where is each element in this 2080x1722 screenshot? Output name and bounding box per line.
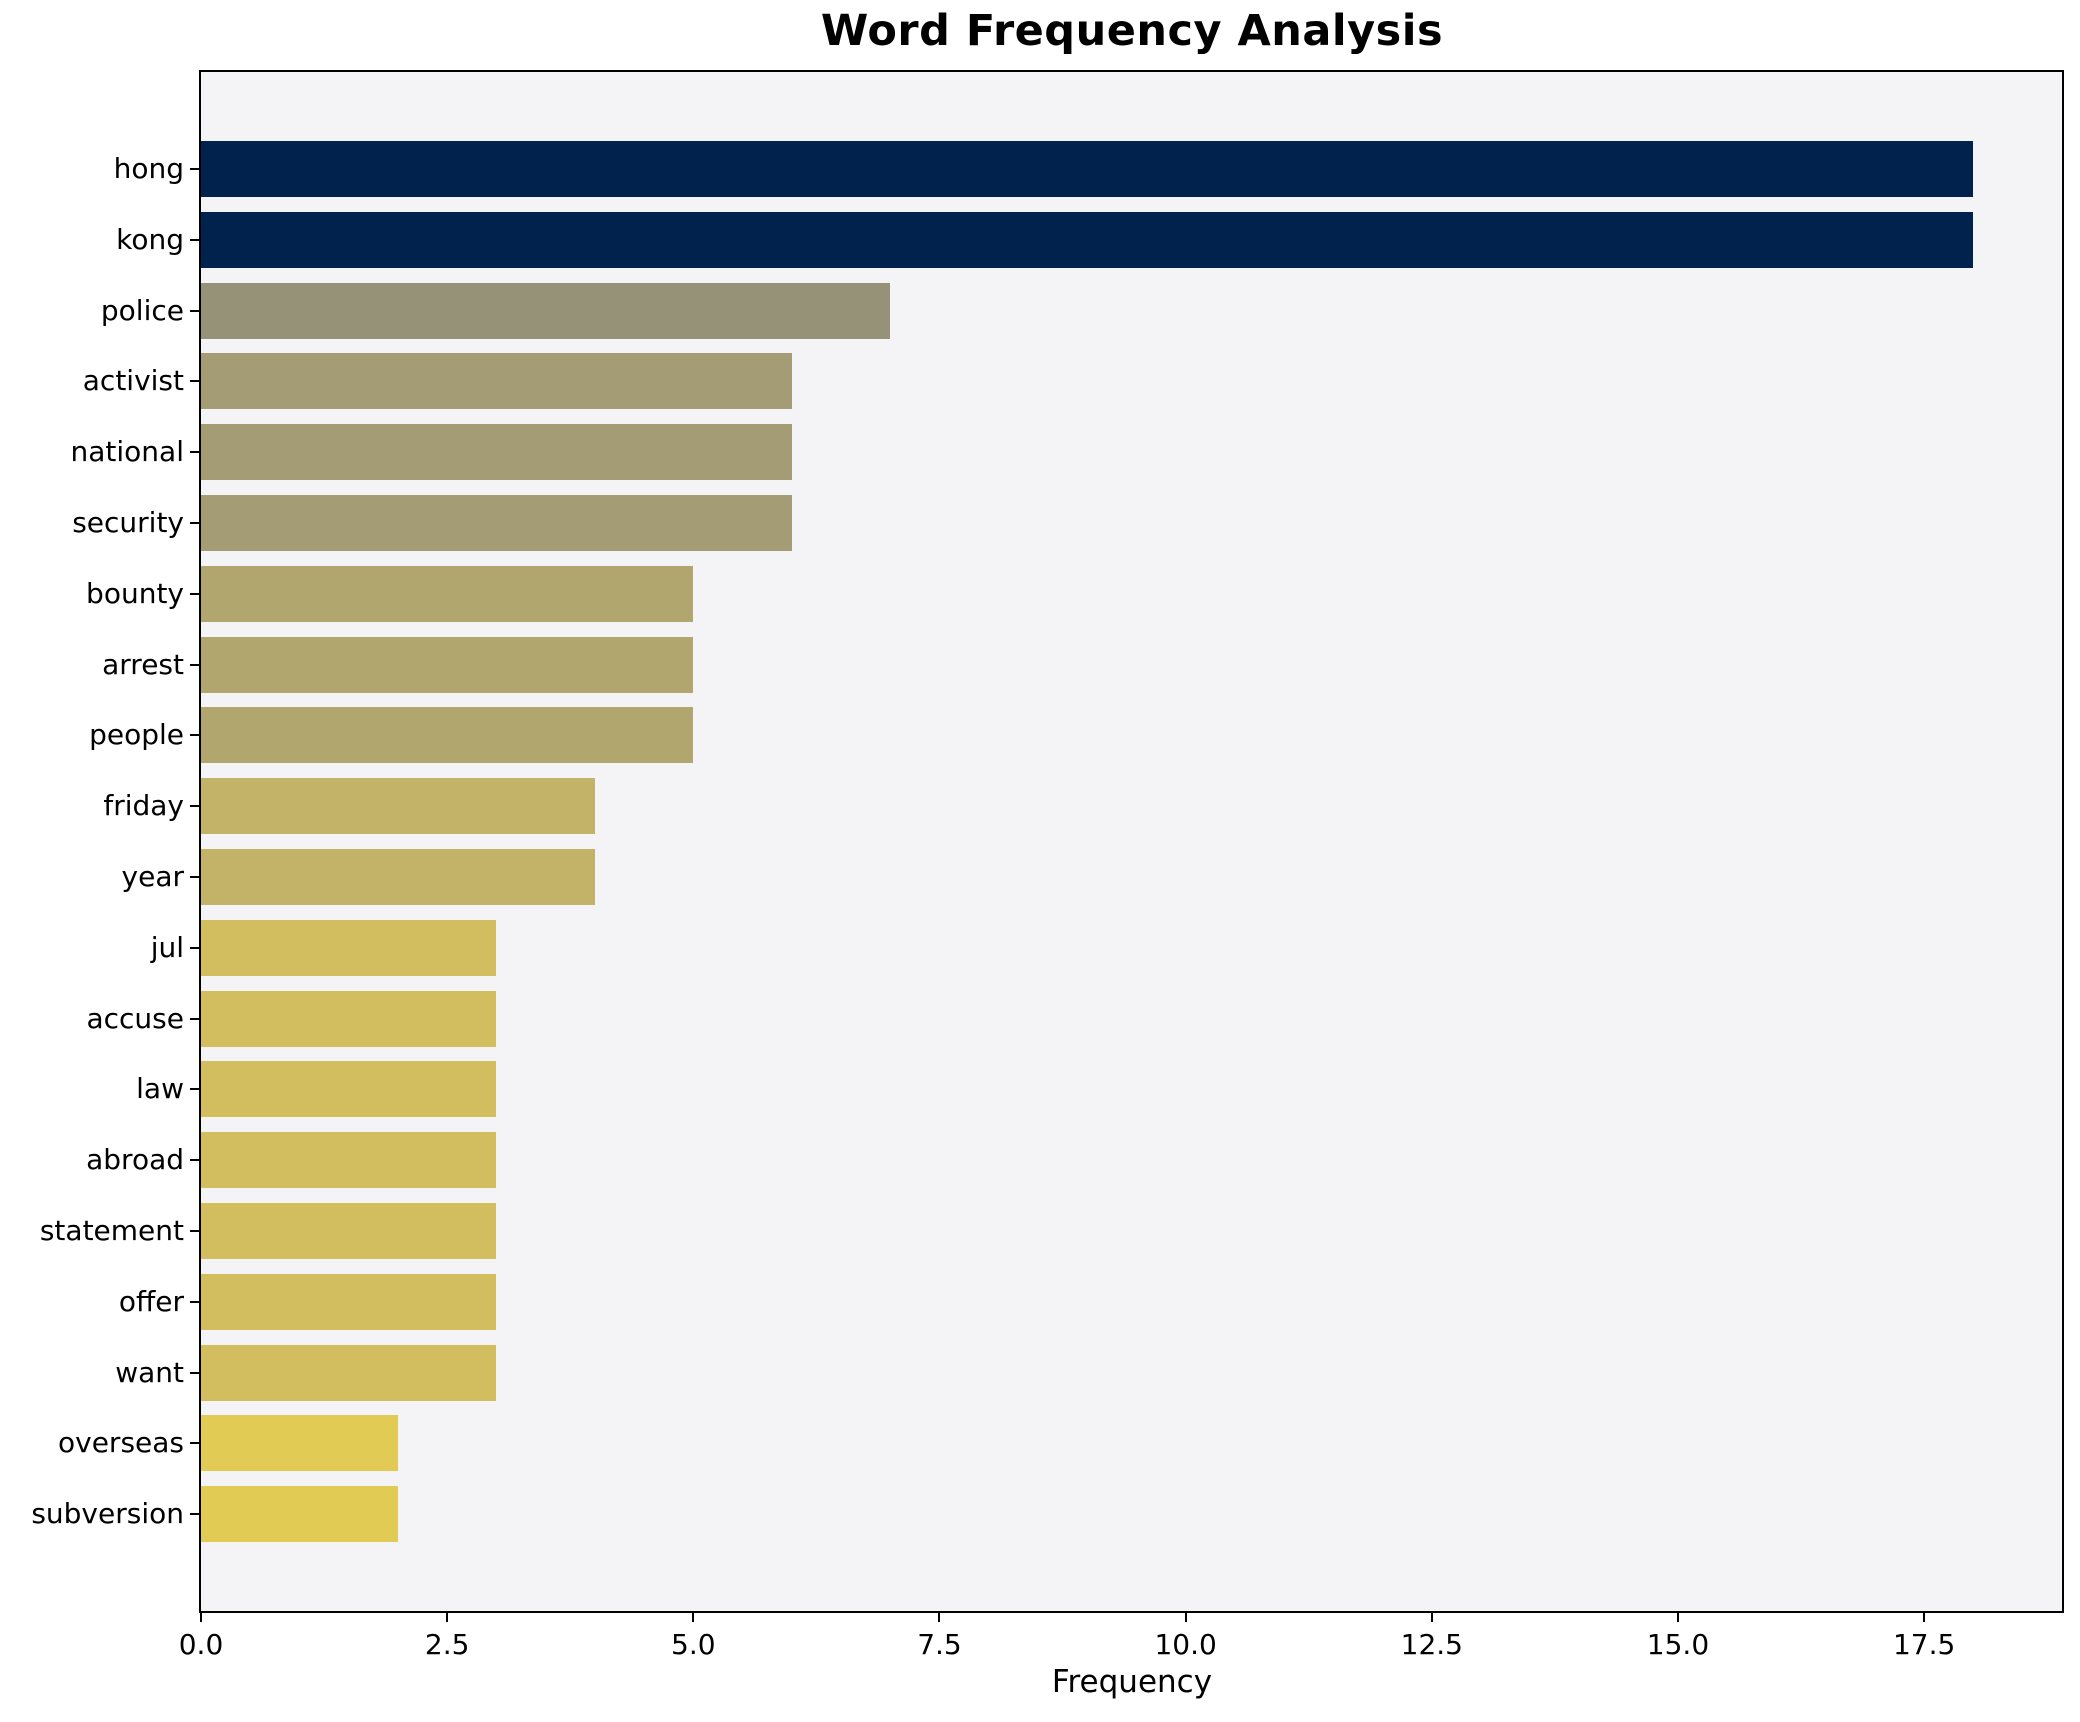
y-tick-mark: [190, 238, 199, 241]
y-tick-mark: [190, 946, 199, 949]
bar-police: [201, 282, 891, 339]
chart-title: Word Frequency Analysis: [820, 6, 1444, 56]
y-tick-mark: [190, 805, 199, 808]
bar-statement: [201, 1203, 497, 1259]
x-tick-label-15.0: 15.0: [1646, 1628, 1710, 1661]
y-tick-label-subversion: subversion: [31, 1497, 184, 1531]
y-tick-label-overseas: overseas: [58, 1426, 184, 1460]
y-tick-mark: [190, 1159, 199, 1162]
bar-friday: [201, 778, 595, 835]
x-tick-mark: [200, 1613, 202, 1622]
y-tick-label-statement: statement: [39, 1214, 184, 1247]
x-tick-label-2.5: 2.5: [424, 1628, 470, 1661]
x-tick-mark: [938, 1613, 941, 1622]
x-tick-label-17.5: 17.5: [1892, 1628, 1956, 1661]
x-tick-mark: [1676, 1613, 1679, 1622]
bar-arrest: [201, 636, 694, 693]
y-tick-label-accuse: accuse: [86, 1001, 184, 1035]
bar-people: [201, 707, 694, 764]
x-tick-mark: [1430, 1613, 1433, 1622]
y-tick-mark: [190, 168, 199, 170]
y-tick-mark: [190, 876, 199, 878]
y-tick-mark: [190, 663, 199, 666]
y-tick-label-jul: jul: [150, 930, 184, 964]
y-tick-mark: [190, 1371, 199, 1374]
y-tick-mark: [190, 1300, 199, 1303]
bar-law: [201, 1061, 497, 1118]
bar-bounty: [201, 565, 694, 622]
y-tick-label-law: law: [136, 1072, 184, 1106]
y-tick-mark: [190, 1230, 199, 1232]
y-tick-label-friday: friday: [103, 789, 184, 823]
bar-year: [201, 849, 595, 905]
bar-accuse: [201, 990, 497, 1047]
y-tick-label-kong: kong: [116, 222, 184, 256]
plot-area: [199, 70, 2064, 1613]
x-tick-mark: [692, 1613, 695, 1622]
bar-abroad: [201, 1132, 497, 1189]
y-tick-mark: [190, 1442, 199, 1445]
bar-jul: [201, 919, 497, 976]
bar-offer: [201, 1273, 497, 1330]
x-tick-mark: [446, 1613, 449, 1622]
y-tick-mark: [190, 1513, 199, 1516]
bar-overseas: [201, 1415, 398, 1472]
y-tick-label-activist: activist: [82, 364, 184, 398]
y-tick-mark: [190, 380, 199, 383]
x-tick-mark: [1923, 1613, 1926, 1622]
y-tick-label-police: police: [100, 293, 184, 327]
y-tick-label-arrest: arrest: [102, 647, 184, 681]
y-tick-label-national: national: [70, 435, 184, 469]
bar-subversion: [201, 1486, 398, 1543]
y-tick-label-year: year: [121, 860, 184, 893]
y-tick-mark: [190, 592, 199, 595]
bar-national: [201, 424, 792, 481]
bar-security: [201, 495, 792, 551]
y-tick-label-hong: hong: [113, 152, 184, 185]
x-tick-label-0.0: 0.0: [178, 1628, 224, 1661]
y-tick-label-people: people: [89, 718, 184, 752]
x-tick-label-5.0: 5.0: [671, 1628, 716, 1661]
y-tick-mark: [190, 309, 199, 312]
bar-hong: [201, 141, 1974, 197]
bar-want: [201, 1344, 497, 1401]
x-tick-label-10.0: 10.0: [1154, 1628, 1217, 1661]
x-tick-label-7.5: 7.5: [917, 1628, 962, 1661]
bar-activist: [201, 353, 792, 410]
y-tick-mark: [190, 522, 199, 524]
x-axis-label: Frequency: [1051, 1664, 1213, 1700]
x-tick-mark: [1184, 1613, 1187, 1622]
bar-kong: [201, 211, 1974, 268]
y-tick-label-abroad: abroad: [86, 1143, 184, 1177]
y-tick-mark: [190, 734, 199, 737]
y-tick-mark: [190, 1017, 199, 1020]
y-tick-label-bounty: bounty: [86, 576, 184, 610]
y-tick-mark: [190, 1088, 199, 1091]
y-tick-label-want: want: [115, 1355, 184, 1389]
y-tick-mark: [190, 451, 199, 454]
y-tick-label-security: security: [72, 506, 184, 539]
x-tick-label-12.5: 12.5: [1400, 1628, 1463, 1661]
y-tick-label-offer: offer: [118, 1284, 184, 1318]
